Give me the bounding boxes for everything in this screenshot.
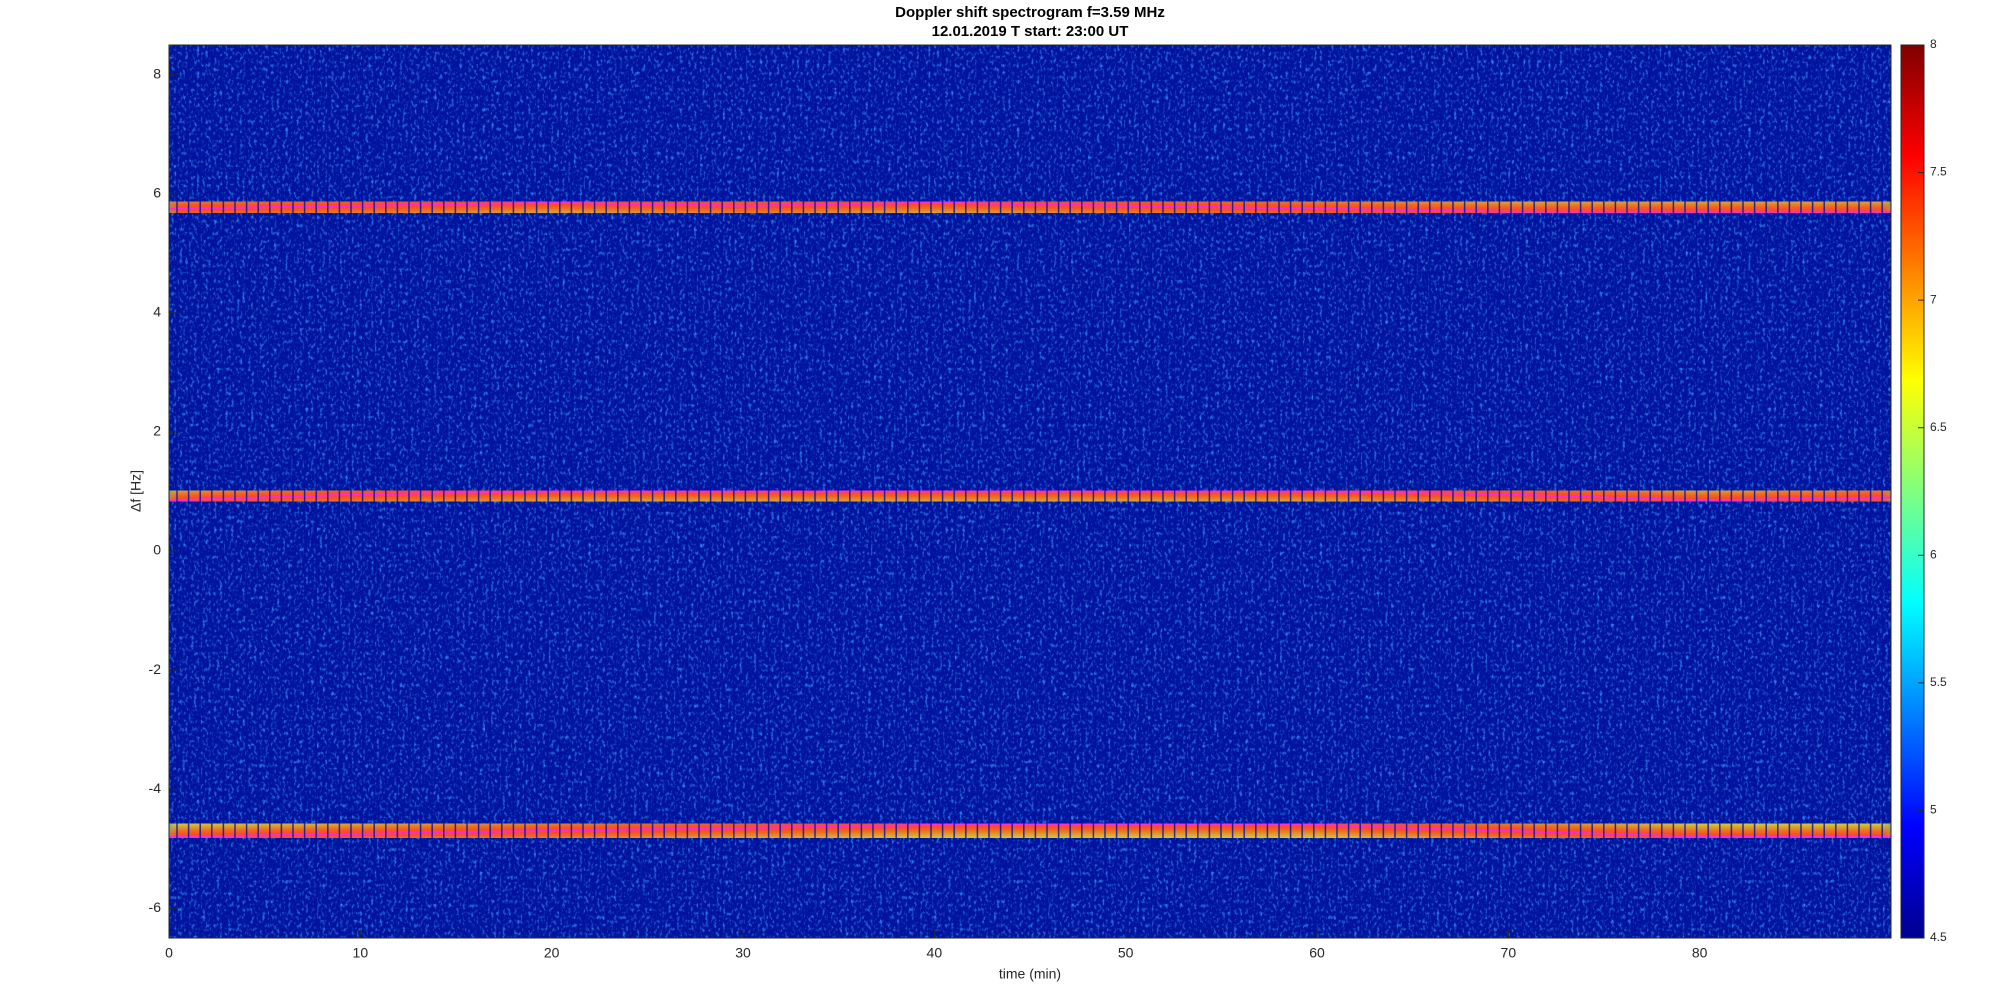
x-axis-label: time (min) [999,966,1061,982]
y-tick-label: 0 [153,542,161,558]
chart-title: Doppler shift spectrogram f=3.59 MHz [895,4,1165,21]
y-tick-label: 8 [153,65,161,81]
colorbar-tick-label: 5.5 [1930,675,1947,689]
colorbar-tick-label: 6.5 [1930,420,1947,434]
colorbar-tick-label: 7.5 [1930,165,1947,179]
x-tick-label: 50 [1118,945,1134,961]
bands [169,45,1891,938]
y-axis-label: Δf [Hz] [128,470,144,512]
x-tick-label: 10 [353,945,369,961]
x-tick-label: 70 [1501,945,1517,961]
x-tick-label: 60 [1309,945,1325,961]
colorbar [1900,44,1925,939]
x-tick-label: 20 [544,945,560,961]
chart-subtitle: 12.01.2019 T start: 23:00 UT [932,23,1129,40]
x-tick-label: 80 [1692,945,1708,961]
colorbar-tick-label: 4.5 [1930,930,1947,944]
colorbar-tick-label: 8 [1930,37,1937,51]
colorbar-tick-label: 6 [1930,547,1937,561]
y-tick-label: 6 [153,185,161,201]
y-tick-label: -2 [149,661,162,677]
x-tick-label: 30 [735,945,751,961]
x-tick-label: 0 [165,945,173,961]
colorbar-tick-label: 5 [1930,803,1937,817]
y-tick-label: -6 [149,899,162,915]
y-tick-label: -4 [149,780,162,796]
x-tick-label: 40 [927,945,943,961]
plot-frame [168,44,1892,939]
y-tick-label: 4 [153,304,161,320]
y-tick-label: 2 [153,423,161,439]
colorbar-tick-label: 7 [1930,292,1937,306]
